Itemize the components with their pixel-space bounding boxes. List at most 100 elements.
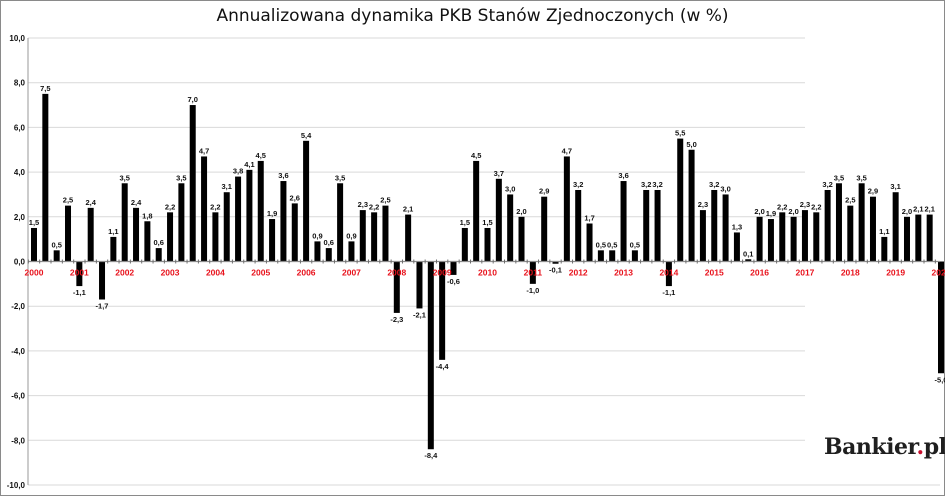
data-label: 1,5 — [482, 218, 492, 227]
data-label: 3,2 — [709, 180, 719, 189]
data-label: 5,5 — [675, 129, 685, 138]
data-label: -0,1 — [549, 266, 562, 275]
x-tick-label: 2012 — [569, 268, 588, 278]
data-label: 0,9 — [312, 231, 322, 240]
x-tick-label: 2020 — [932, 268, 945, 278]
bar — [189, 105, 196, 262]
x-tick-label: 2011 — [524, 268, 543, 278]
bar — [473, 160, 480, 262]
logo-dot: . — [916, 434, 925, 460]
x-tick-label: 2013 — [614, 268, 633, 278]
y-tick-label: 2,0 — [14, 213, 26, 222]
data-label: 2,1 — [403, 205, 413, 214]
x-tick-label: 2009 — [433, 268, 452, 278]
data-label: 2,2 — [165, 202, 175, 211]
bar — [439, 261, 446, 360]
data-label: 2,5 — [380, 196, 390, 205]
data-label: 1,7 — [584, 214, 594, 223]
data-label: 2,4 — [85, 198, 96, 207]
bar — [677, 138, 684, 262]
data-label: 3,2 — [573, 180, 583, 189]
data-label: 4,7 — [199, 146, 209, 155]
data-label: 0,9 — [346, 231, 356, 240]
data-label: 1,1 — [108, 227, 118, 236]
bar — [529, 261, 536, 284]
bar — [280, 181, 287, 262]
bar — [269, 219, 276, 262]
bar — [76, 261, 83, 287]
bar — [688, 149, 695, 262]
x-tick-label: 2007 — [342, 268, 361, 278]
bar — [801, 210, 808, 262]
bar — [756, 216, 763, 262]
data-label: 2,1 — [924, 205, 934, 214]
data-label: 1,3 — [732, 222, 742, 231]
bar — [767, 219, 774, 262]
bar — [201, 156, 208, 262]
bar — [257, 160, 264, 262]
y-tick-label: -2,0 — [11, 302, 25, 311]
data-label: -1,7 — [96, 301, 109, 310]
x-tick-label: 2000 — [25, 268, 44, 278]
data-label: 2,0 — [788, 207, 798, 216]
data-label: 2,2 — [777, 202, 787, 211]
x-tick-label: 2018 — [841, 268, 860, 278]
bar — [325, 248, 332, 262]
bar — [643, 189, 650, 262]
bar — [359, 210, 366, 262]
data-label: -4,4 — [436, 362, 450, 371]
data-label: -2,1 — [413, 310, 426, 319]
data-label: 3,6 — [618, 171, 628, 180]
x-tick-label: 2002 — [115, 268, 134, 278]
bar — [495, 178, 502, 262]
bar — [892, 192, 899, 262]
data-label: 3,5 — [834, 173, 844, 182]
x-tick-label: 2014 — [659, 268, 678, 278]
data-label: -1,0 — [526, 286, 539, 295]
bar — [405, 214, 412, 262]
x-tick-label: 2016 — [750, 268, 769, 278]
data-label: 3,5 — [856, 173, 866, 182]
data-label: 1,8 — [142, 211, 152, 220]
bar — [938, 261, 944, 374]
bar — [722, 194, 729, 262]
x-tick-label: 2010 — [478, 268, 497, 278]
data-label: 2,3 — [800, 200, 810, 209]
data-label: 2,3 — [698, 200, 708, 209]
bar — [699, 210, 706, 262]
bar — [144, 221, 151, 262]
bar — [178, 183, 185, 262]
data-label: 0,6 — [324, 238, 334, 247]
y-tick-label: -4,0 — [11, 347, 25, 356]
data-label: 2,1 — [913, 205, 923, 214]
x-tick-label: 2008 — [387, 268, 406, 278]
chart-title: Annualizowana dynamika PKB Stanów Zjedno… — [216, 6, 729, 26]
data-label: 3,6 — [278, 171, 288, 180]
bar — [246, 169, 253, 262]
data-label: 3,5 — [119, 173, 129, 182]
data-label: -1,1 — [73, 288, 86, 297]
data-label: 3,5 — [335, 173, 345, 182]
data-label: 5,4 — [301, 131, 312, 140]
bar — [541, 196, 548, 262]
bar — [155, 248, 162, 262]
data-label: 2,3 — [358, 200, 368, 209]
bar — [450, 261, 457, 275]
data-label: 1,5 — [29, 218, 39, 227]
bar — [609, 250, 616, 262]
bar — [915, 214, 922, 262]
data-label: 3,8 — [233, 167, 243, 176]
data-label: -0,6 — [447, 277, 460, 286]
data-label: 2,2 — [210, 202, 220, 211]
bar — [53, 250, 60, 262]
bar — [552, 261, 559, 264]
bar — [824, 189, 831, 262]
bar — [779, 212, 786, 262]
bar — [223, 192, 230, 262]
y-tick-label: 0,0 — [14, 258, 26, 267]
x-tick-label: 2003 — [161, 268, 180, 278]
bar — [235, 176, 242, 262]
data-label: 4,1 — [244, 160, 254, 169]
bar — [733, 232, 740, 262]
